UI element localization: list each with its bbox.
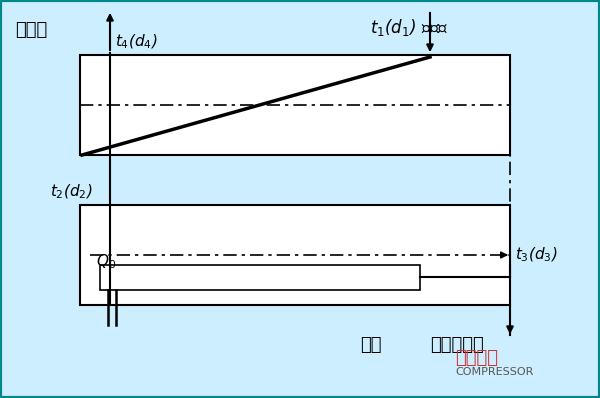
Text: COMPRESSOR: COMPRESSOR [455,367,533,377]
Bar [100,265,420,290]
Text: $Q_0$: $Q_0$ [96,253,116,271]
Text: 凝结水排出: 凝结水排出 [430,336,484,354]
Text: 压缩机志: 压缩机志 [455,349,498,367]
Text: $t_1$($d_1$) 湿空气: $t_1$($d_1$) 湿空气 [370,18,448,39]
Text: 干空气: 干空气 [15,21,47,39]
Bar [80,205,510,305]
Text: $t_4$($d_4$): $t_4$($d_4$) [115,33,157,51]
Text: 冷媒: 冷媒 [360,336,382,354]
Bar [80,55,510,155]
Text: $t_2$($d_2$): $t_2$($d_2$) [50,183,92,201]
Text: $t_3$($d_3$): $t_3$($d_3$) [515,246,557,264]
